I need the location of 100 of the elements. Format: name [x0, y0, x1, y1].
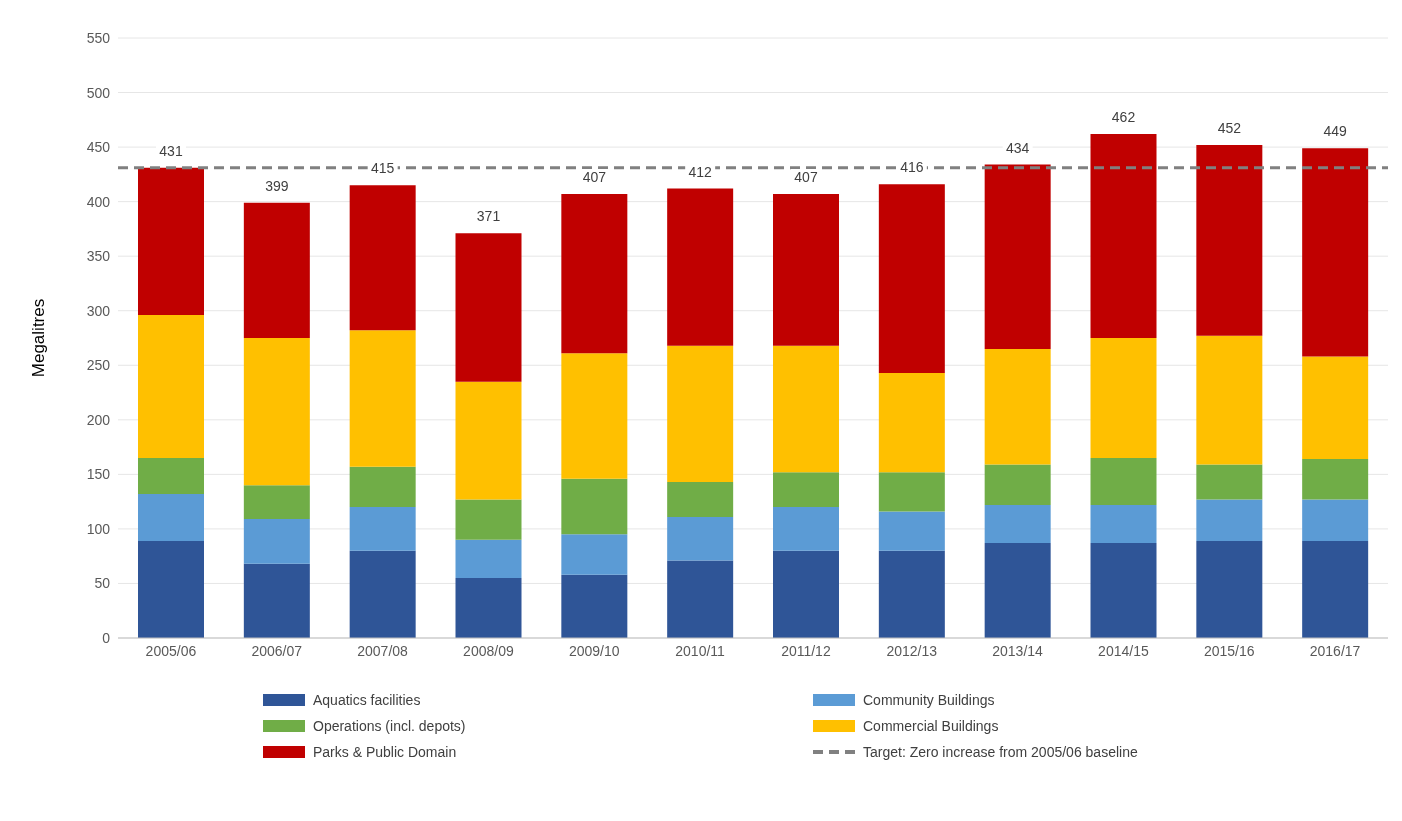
y-tick-label: 50: [94, 575, 111, 592]
x-tick-label: 2016/17: [1309, 642, 1361, 659]
bar: [455, 381, 522, 500]
total-label: 431: [159, 142, 183, 159]
bar: [138, 167, 204, 316]
total-label: 412: [688, 163, 713, 180]
bar: [984, 164, 1051, 349]
x-tick-label: 2011/12: [781, 642, 831, 659]
bar: [1090, 134, 1157, 338]
legend-label: Community Buildings: [863, 692, 995, 708]
bar: [878, 550, 945, 638]
bar: [878, 472, 945, 512]
bar: [773, 345, 839, 473]
bar: [243, 338, 310, 486]
bar: [1302, 459, 1369, 500]
total-label: 449: [1323, 123, 1348, 140]
bar: [1196, 144, 1263, 336]
bar: [773, 507, 839, 551]
bar: [667, 345, 734, 482]
y-tick-label: 350: [86, 248, 111, 265]
y-tick-label: 150: [86, 466, 111, 483]
bar: [349, 507, 416, 551]
bar: [243, 563, 310, 638]
bar: [667, 482, 734, 517]
bar: [1196, 540, 1263, 638]
bar: [561, 478, 628, 535]
x-tick-label: 2015/16: [1203, 642, 1255, 659]
bar: [561, 194, 628, 354]
bar: [984, 464, 1051, 505]
bar: [1090, 458, 1157, 505]
x-tick-label: 2005/06: [145, 642, 197, 659]
bar: [1302, 540, 1369, 638]
bar: [349, 550, 416, 638]
bar: [455, 499, 522, 540]
bar: [1196, 464, 1263, 500]
total-label: 407: [794, 169, 818, 185]
x-tick-label: 2006/07: [251, 642, 303, 659]
total-label: 399: [265, 177, 289, 194]
bar: [455, 539, 522, 578]
bar: [984, 504, 1051, 544]
bar: [349, 330, 416, 467]
bar: [138, 458, 204, 494]
x-tick-label: 2013/14: [992, 642, 1044, 659]
total-label: 415: [370, 160, 395, 177]
bar: [667, 188, 734, 346]
x-tick-label: 2012/13: [886, 642, 938, 659]
bar: [773, 472, 839, 508]
bar: [1302, 148, 1369, 357]
bar: [1302, 499, 1369, 541]
total-label: 434: [1005, 139, 1030, 156]
bar: [984, 543, 1051, 638]
x-tick-label: 2010/11: [675, 642, 726, 659]
bar: [773, 194, 839, 346]
x-tick-label: 2007/08: [357, 642, 409, 659]
bar: [878, 372, 945, 473]
y-tick-label: 550: [86, 29, 111, 46]
bar: [1090, 504, 1157, 544]
bar: [138, 315, 204, 458]
bar: [349, 466, 416, 508]
bar: [1090, 338, 1157, 458]
bar: [243, 485, 310, 520]
legend-label: Commercial Buildings: [863, 718, 999, 734]
bar: [561, 574, 628, 638]
x-tick-label: 2014/15: [1098, 642, 1149, 659]
y-tick-label: 0: [102, 629, 111, 646]
y-tick-label: 400: [86, 193, 111, 210]
bar: [1196, 335, 1263, 465]
total-label: 371: [476, 208, 501, 225]
y-tick-label: 300: [86, 302, 111, 319]
total-label: 452: [1217, 119, 1242, 136]
x-tick-label: 2008/09: [463, 642, 514, 659]
bar: [984, 348, 1051, 465]
bar: [667, 560, 734, 638]
y-tick-label: 100: [86, 520, 111, 537]
y-tick-label: 450: [86, 139, 111, 156]
bar: [1196, 499, 1263, 541]
bar: [667, 516, 734, 561]
bar: [561, 534, 628, 575]
bar: [455, 578, 522, 638]
bar: [561, 353, 628, 479]
bar: [243, 519, 310, 564]
legend-label: Operations (incl. depots): [313, 718, 466, 734]
bar: [1302, 356, 1369, 460]
y-tick-label: 500: [86, 84, 111, 101]
total-label: 407: [582, 169, 607, 185]
bar: [773, 550, 839, 638]
bar: [878, 184, 945, 373]
bar: [138, 540, 204, 638]
bar: [243, 202, 310, 338]
bar: [138, 494, 204, 541]
bar: [455, 233, 522, 382]
bar: [878, 511, 945, 551]
y-tick-label: 200: [86, 411, 111, 428]
bar: [1090, 543, 1157, 638]
total-label: 416: [900, 159, 924, 176]
y-axis-title: Megalitres: [29, 298, 49, 378]
legend-label: Aquatics facilities: [313, 692, 421, 708]
y-tick-label: 250: [86, 357, 111, 374]
legend-label: Target: Zero increase from 2005/06 baseline: [863, 744, 1138, 760]
legend-label: Parks & Public Domain: [313, 744, 457, 760]
